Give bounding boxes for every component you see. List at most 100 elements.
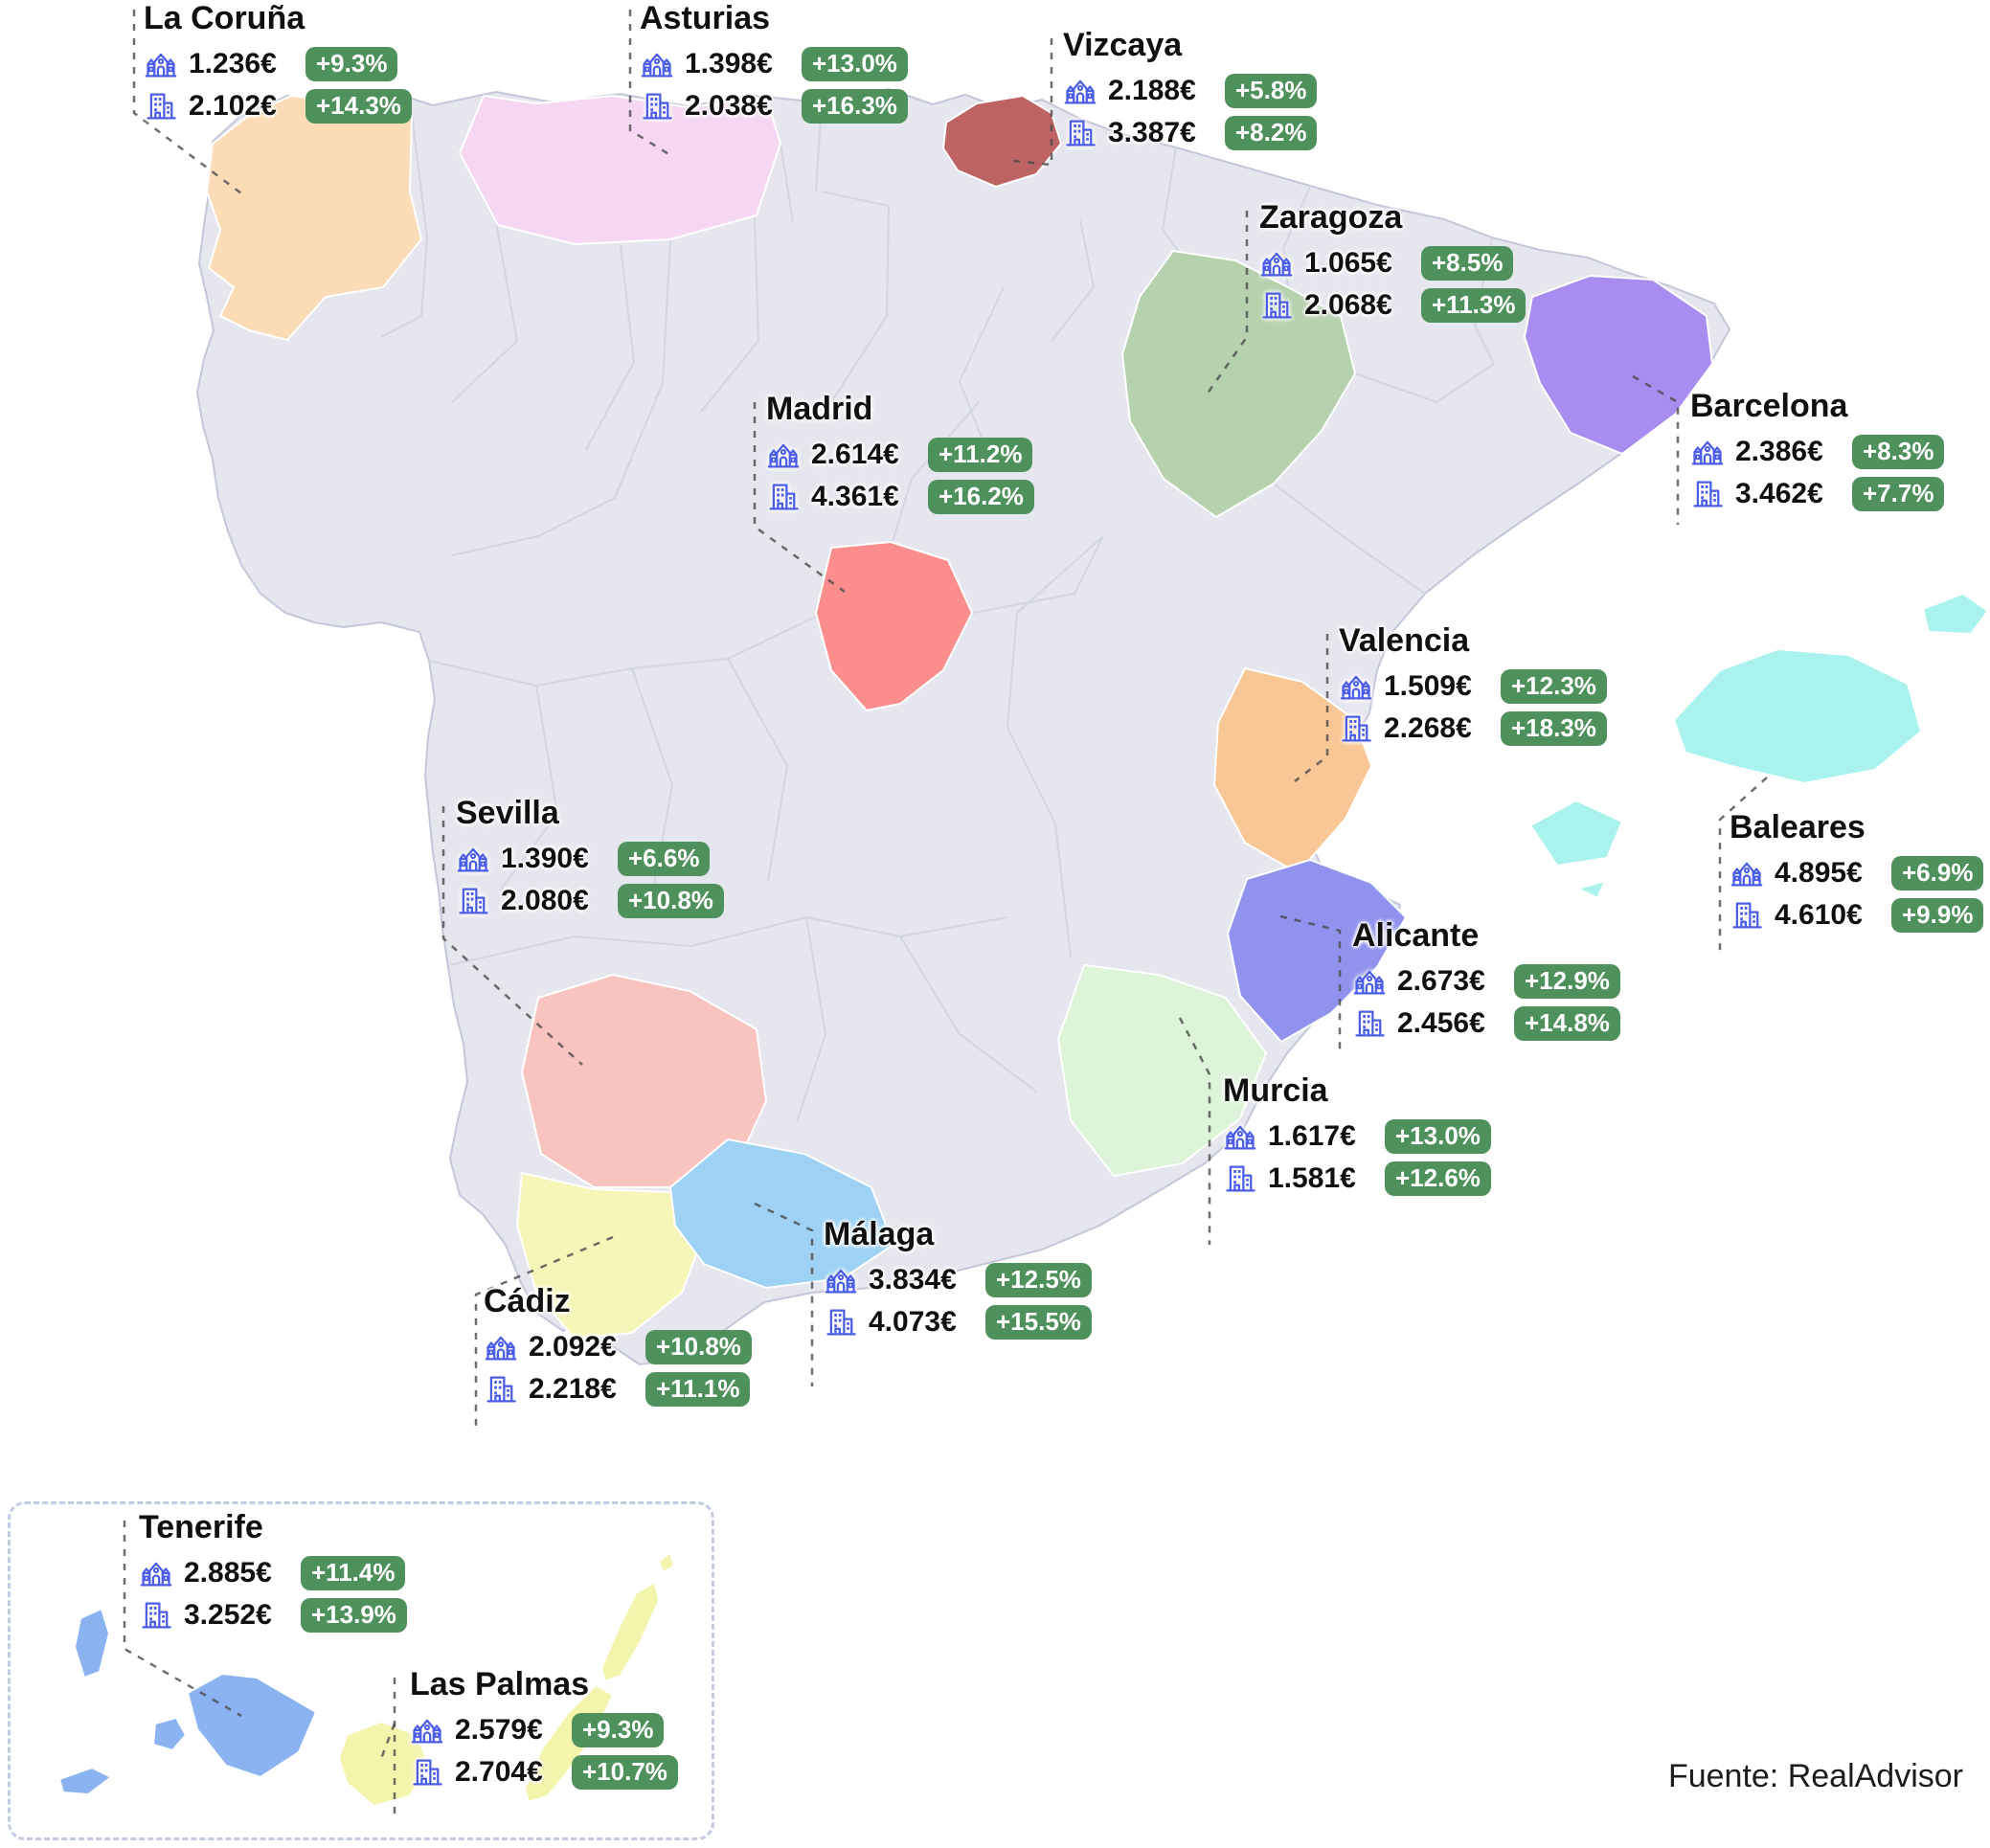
house-icon	[1223, 1119, 1257, 1154]
province-label-sevilla: Sevilla 1.390€ +6.6% 2.080€ +10.8%	[456, 795, 724, 923]
building-icon	[640, 89, 674, 124]
leader-line-zaragoza	[1203, 211, 1249, 398]
apartment-price-row: 4.361€ +16.2%	[766, 477, 1034, 517]
leader-line-malaga	[754, 1202, 814, 1386]
island-la-graciosa	[658, 1552, 675, 1573]
region-barcelona	[1524, 275, 1713, 455]
apartment-price: 2.068€	[1304, 289, 1392, 321]
province-label-las-palmas: Las Palmas 2.579€ +9.3% 2.704€ +10.7%	[410, 1666, 678, 1794]
apartment-price-row: 1.581€ +12.6%	[1223, 1159, 1491, 1199]
apartment-change-badge: +14.3%	[305, 89, 412, 124]
island-tenerife	[187, 1673, 317, 1778]
house-icon	[1259, 246, 1294, 281]
house-price: 1.617€	[1268, 1120, 1356, 1152]
house-price-row: 2.614€ +11.2%	[766, 435, 1034, 475]
building-icon	[1063, 116, 1097, 150]
house-change-badge: +6.6%	[618, 842, 711, 876]
province-borders	[240, 101, 1495, 1123]
apartment-price-row: 4.610€ +9.9%	[1730, 895, 1984, 935]
apartment-price-row: 3.252€ +13.9%	[139, 1595, 407, 1635]
province-name: Málaga	[824, 1216, 935, 1252]
apartment-change-badge: +7.7%	[1852, 477, 1945, 511]
leader-line-alicante	[1279, 914, 1342, 1053]
apartment-price: 4.610€	[1775, 899, 1863, 931]
leader-line-valencia	[1294, 634, 1329, 782]
apartment-change-badge: +11.3%	[1421, 288, 1526, 323]
house-price: 2.579€	[455, 1714, 543, 1746]
province-name: Sevilla	[456, 795, 559, 831]
region-baleares	[1529, 593, 1989, 899]
island-lanzarote	[600, 1581, 660, 1682]
island-la-gomera	[152, 1717, 187, 1751]
house-icon	[456, 842, 490, 876]
apartment-price: 2.080€	[501, 885, 589, 916]
leader-line-baleares	[1718, 777, 1768, 958]
apartment-change-badge: +16.2%	[928, 480, 1034, 514]
province-name: Tenerife	[139, 1509, 263, 1545]
building-icon	[484, 1372, 518, 1407]
apartment-price: 1.581€	[1268, 1162, 1356, 1194]
apartment-price: 2.268€	[1384, 712, 1472, 744]
building-icon	[1339, 711, 1373, 746]
apartment-change-badge: +13.9%	[301, 1598, 407, 1633]
house-change-badge: +8.5%	[1421, 246, 1514, 281]
apartment-change-badge: +8.2%	[1225, 116, 1318, 150]
apartment-price-row: 2.038€ +16.3%	[640, 86, 908, 126]
house-icon	[144, 47, 178, 81]
apartment-price-row: 2.218€ +11.1%	[484, 1369, 752, 1409]
apartment-price-row: 3.462€ +7.7%	[1690, 474, 1945, 514]
apartment-price: 3.252€	[184, 1599, 272, 1631]
apartment-price: 3.462€	[1735, 478, 1823, 509]
house-price-row: 2.188€ +5.8%	[1063, 71, 1318, 111]
province-label-asturias: Asturias 1.398€ +13.0% 2.038€ +16.3%	[640, 0, 908, 128]
leader-line-sevilla	[441, 806, 583, 1066]
canary-islands-inset	[8, 1501, 714, 1840]
house-price-row: 1.509€ +12.3%	[1339, 666, 1607, 707]
apartment-price: 2.038€	[685, 90, 773, 122]
house-price-row: 2.885€ +11.4%	[139, 1553, 407, 1593]
building-icon	[824, 1305, 858, 1340]
leader-line-asturias	[628, 10, 671, 157]
house-price: 4.895€	[1775, 857, 1863, 889]
province-label-la-coruna: La Coruña 1.236€ +9.3% 2.102€ +14.3%	[144, 0, 412, 128]
region-murcia	[1057, 964, 1267, 1177]
apartment-change-badge: +9.9%	[1891, 898, 1984, 933]
building-icon	[1730, 898, 1764, 933]
province-label-valencia: Valencia 1.509€ +12.3% 2.268€ +18.3%	[1339, 622, 1607, 751]
house-change-badge: +10.8%	[645, 1330, 752, 1364]
building-icon	[1352, 1006, 1387, 1041]
province-name: Murcia	[1223, 1072, 1328, 1109]
house-price: 2.673€	[1397, 965, 1485, 997]
house-price-row: 1.065€ +8.5%	[1259, 243, 1526, 283]
house-price: 2.188€	[1108, 75, 1196, 106]
apartment-change-badge: +18.3%	[1501, 711, 1607, 746]
apartment-change-badge: +10.7%	[572, 1755, 678, 1790]
province-label-malaga: Málaga 3.834€ +12.5% 4.073€ +15.5%	[824, 1216, 1092, 1344]
house-price-row: 4.895€ +6.9%	[1730, 853, 1984, 893]
house-price-row: 2.579€ +9.3%	[410, 1710, 678, 1750]
house-price-row: 1.617€ +13.0%	[1223, 1116, 1491, 1157]
building-icon	[1259, 288, 1294, 323]
building-icon	[1223, 1161, 1257, 1196]
house-icon	[410, 1713, 444, 1747]
province-name: Barcelona	[1690, 388, 1848, 424]
house-price: 3.834€	[869, 1264, 957, 1296]
house-price: 1.236€	[189, 48, 277, 79]
house-price-row: 1.236€ +9.3%	[144, 44, 412, 84]
apartment-price: 2.218€	[529, 1373, 617, 1405]
island-mallorca	[1673, 648, 1922, 784]
region-asturias	[459, 95, 781, 245]
province-label-tenerife: Tenerife 2.885€ +11.4% 3.252€ +13.9%	[139, 1509, 407, 1637]
province-name: Asturias	[640, 0, 771, 36]
apartment-price: 2.456€	[1397, 1007, 1485, 1039]
island-la-palma	[74, 1608, 110, 1679]
apartment-price-row: 3.387€ +8.2%	[1063, 113, 1318, 153]
region-alicante	[1227, 859, 1407, 1043]
house-change-badge: +6.9%	[1891, 856, 1984, 890]
house-change-badge: +13.0%	[802, 47, 908, 81]
house-icon	[1690, 435, 1725, 469]
province-name: Valencia	[1339, 622, 1470, 659]
apartment-price-row: 2.068€ +11.3%	[1259, 285, 1526, 326]
apartment-price: 2.102€	[189, 90, 277, 122]
